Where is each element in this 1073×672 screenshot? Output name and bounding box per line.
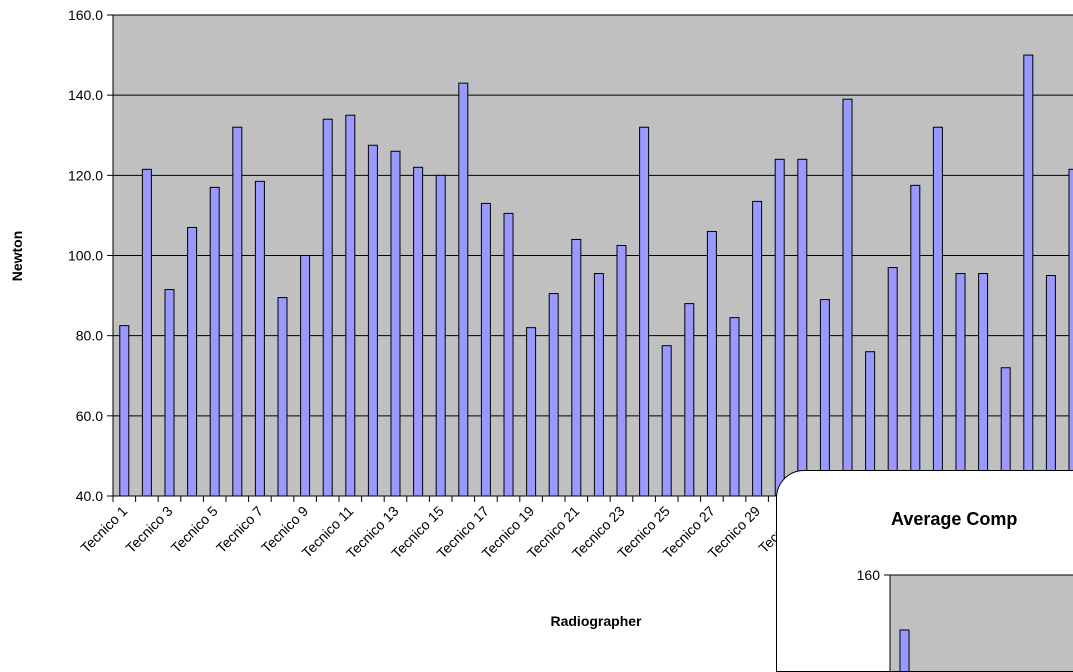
- bar: [978, 273, 989, 497]
- bar: [187, 226, 198, 497]
- bar: [752, 200, 763, 497]
- bar: [435, 174, 446, 497]
- y-axis-ticks: 40.0 60.0 80.0 100.0 120.0 140.0 160.0: [68, 7, 113, 504]
- bar: [661, 345, 672, 497]
- bar: [503, 212, 514, 497]
- bar: [1023, 54, 1034, 497]
- bar: [797, 158, 808, 497]
- y-tick-label: 60.0: [76, 408, 103, 424]
- bar: [232, 126, 243, 497]
- y-tick-label: 100.0: [68, 248, 103, 264]
- y-tick-label: 120.0: [68, 167, 103, 183]
- bar: [774, 158, 785, 497]
- x-tick-label: Tecnico 1: [77, 503, 130, 556]
- bar: [706, 230, 717, 497]
- bar: [819, 299, 830, 497]
- x-axis-title: Radiographer: [550, 613, 642, 629]
- bar: [932, 126, 943, 497]
- bar: [345, 114, 356, 497]
- x-tick-label: Tecnico 7: [213, 503, 266, 556]
- bar: [141, 168, 152, 497]
- bar: [593, 273, 604, 497]
- bar: [413, 166, 424, 497]
- bar: [119, 325, 130, 497]
- overlay-chart: 160: [857, 567, 1073, 671]
- overlay-chart-panel: Average Comp 160: [776, 470, 1073, 672]
- bar: [1045, 275, 1056, 497]
- overlay-y-tick-label: 160: [857, 567, 881, 583]
- bar: [1068, 168, 1073, 497]
- bar: [254, 180, 265, 497]
- x-tick-label: Tecnico 3: [122, 503, 175, 556]
- bar: [322, 118, 333, 497]
- overlay-chart-title: Average Comp: [891, 509, 1018, 529]
- bar: [526, 327, 537, 497]
- y-axis-title: Newton: [9, 231, 25, 282]
- bar: [277, 297, 288, 497]
- bar: [571, 238, 582, 497]
- bar: [548, 293, 559, 497]
- bar: [390, 150, 401, 497]
- bar: [955, 273, 966, 497]
- overlay-bar: [899, 629, 910, 671]
- bar: [164, 289, 175, 497]
- bar: [300, 255, 311, 497]
- bar: [684, 303, 695, 497]
- y-tick-label: 40.0: [76, 488, 103, 504]
- bar: [639, 126, 650, 497]
- bar: [458, 82, 469, 497]
- main-bar-chart: 40.0 60.0 80.0 100.0 120.0 140.0 160.0 Tecnico…: [9, 7, 1073, 629]
- y-tick-label: 140.0: [68, 87, 103, 103]
- bar: [367, 144, 378, 497]
- x-tick-label: Tecnico 5: [168, 503, 221, 556]
- bar: [209, 186, 220, 497]
- bar: [480, 202, 491, 497]
- bar: [616, 244, 627, 497]
- bar: [887, 267, 898, 497]
- y-tick-label: 80.0: [76, 328, 103, 344]
- bar: [910, 184, 921, 497]
- bar: [729, 317, 740, 497]
- bar: [842, 98, 853, 497]
- overlay-plot-area: [889, 574, 1073, 671]
- bar-series: [119, 54, 1073, 497]
- y-tick-label: 160.0: [68, 7, 103, 23]
